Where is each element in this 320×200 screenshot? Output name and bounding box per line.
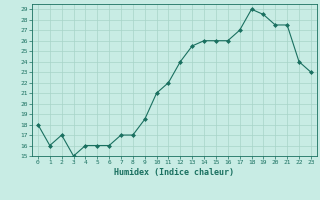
X-axis label: Humidex (Indice chaleur): Humidex (Indice chaleur) [115, 168, 234, 177]
